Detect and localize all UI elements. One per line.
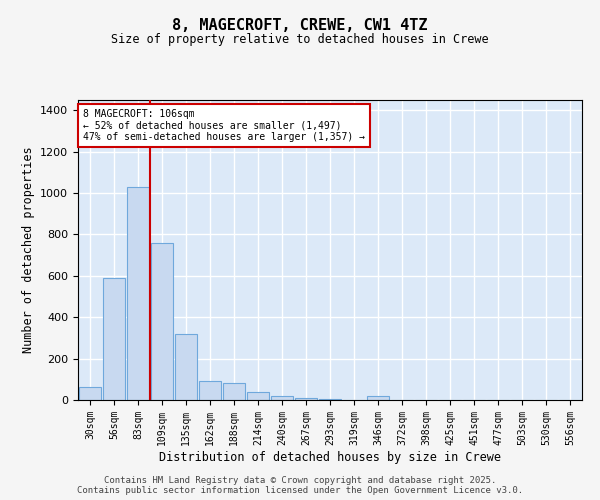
Bar <box>103 278 125 400</box>
Y-axis label: Number of detached properties: Number of detached properties <box>22 146 35 354</box>
Bar <box>79 386 101 400</box>
Text: Contains HM Land Registry data © Crown copyright and database right 2025.
Contai: Contains HM Land Registry data © Crown c… <box>77 476 523 495</box>
Text: Size of property relative to detached houses in Crewe: Size of property relative to detached ho… <box>111 32 489 46</box>
Bar <box>295 398 317 400</box>
Text: 8, MAGECROFT, CREWE, CW1 4TZ: 8, MAGECROFT, CREWE, CW1 4TZ <box>172 18 428 32</box>
Bar <box>247 392 269 400</box>
Bar <box>223 384 245 400</box>
Bar <box>367 396 389 400</box>
Bar <box>319 399 341 400</box>
Bar <box>271 396 293 400</box>
Text: 8 MAGECROFT: 106sqm
← 52% of detached houses are smaller (1,497)
47% of semi-det: 8 MAGECROFT: 106sqm ← 52% of detached ho… <box>83 109 365 142</box>
X-axis label: Distribution of detached houses by size in Crewe: Distribution of detached houses by size … <box>159 450 501 464</box>
Bar <box>151 243 173 400</box>
Bar <box>199 382 221 400</box>
Bar <box>175 334 197 400</box>
Bar <box>127 187 149 400</box>
